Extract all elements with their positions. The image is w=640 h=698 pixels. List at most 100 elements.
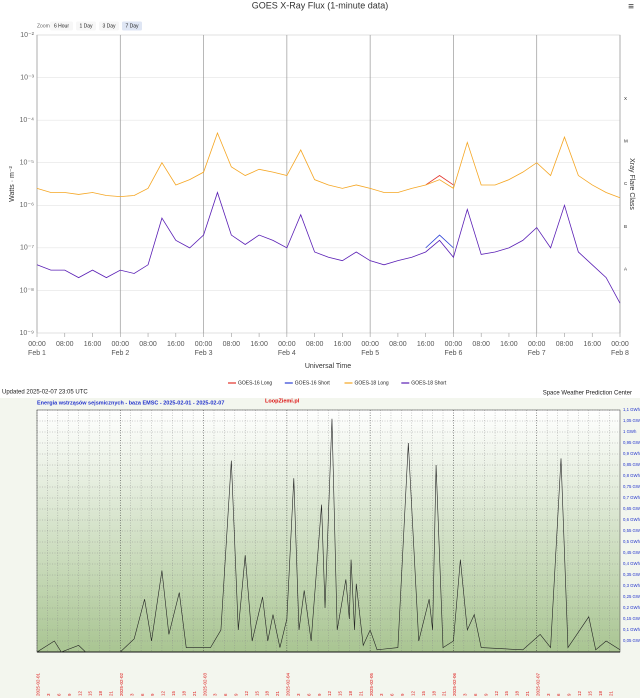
series-line xyxy=(425,234,454,249)
y-tick-label: 0,75 GWh xyxy=(623,484,640,489)
x-tick-label: 2025-02-07 xyxy=(535,672,540,696)
y-tick-label: 0,1 GWh xyxy=(623,627,640,632)
y-tick-label: 10⁻⁶ xyxy=(20,202,34,209)
zoom-button[interactable] xyxy=(99,21,119,31)
y2-axis-label: Xray Flare Class xyxy=(628,158,635,210)
x-tick-label: 2025-02-04 xyxy=(286,672,291,696)
y-tick-label: 0,6 GWh xyxy=(623,517,640,522)
zoom-button-label[interactable]: 3 Day xyxy=(102,23,116,29)
x-tick-label: 18 xyxy=(515,690,520,696)
x-tick-label: 08:00 xyxy=(389,341,407,348)
x-date-label: Feb 6 xyxy=(444,350,462,357)
flare-class-label: B xyxy=(624,224,627,229)
credit-text: Space Weather Prediction Center xyxy=(543,391,632,397)
chart-title: Energia wstrząsów sejsmicznych - baza EM… xyxy=(37,400,224,406)
x-date-label: Feb 5 xyxy=(361,350,379,357)
x-tick-label: 16:00 xyxy=(417,341,435,348)
updated-text: Updated 2025-02-07 23:05 UTC xyxy=(2,390,88,396)
x-tick-label: 08:00 xyxy=(556,341,574,348)
x-tick-label: 00:00 xyxy=(112,341,130,348)
x-tick-label: 16:00 xyxy=(84,341,102,348)
y-tick-label: 10⁻⁹ xyxy=(20,330,34,337)
x-tick-label: 2025-02-02 xyxy=(119,672,124,696)
x-tick-label: 08:00 xyxy=(56,341,74,348)
y-tick-label: 0,85 GWh xyxy=(623,462,640,467)
x-tick-label: 21 xyxy=(442,690,447,696)
y-tick-label: 10⁻⁷ xyxy=(20,245,34,252)
y-tick-label: 0,25 GWh xyxy=(623,594,640,599)
y-tick-label: 0,3 GWh xyxy=(623,583,640,588)
x-tick-label: 6 xyxy=(556,693,561,696)
x-tick-label: 12 xyxy=(327,690,332,696)
flare-class-label: M xyxy=(624,139,628,144)
y-tick-label: 10⁻³ xyxy=(20,74,34,81)
x-tick-label: 21 xyxy=(608,690,613,696)
x-tick-label: 6 xyxy=(140,693,145,696)
y-tick-label: 0,35 GWh xyxy=(623,572,640,577)
legend-label: GOES-18 Short xyxy=(411,380,447,386)
x-axis-label: Universal Time xyxy=(305,363,351,370)
x-tick-label: 6 xyxy=(57,693,62,696)
zoom-button[interactable] xyxy=(50,21,73,31)
x-tick-label: 00:00 xyxy=(611,341,629,348)
y-tick-label: 0,5 GWh xyxy=(623,539,640,544)
x-date-label: Feb 2 xyxy=(111,350,129,357)
x-tick-label: 16:00 xyxy=(167,341,185,348)
x-tick-label: 00:00 xyxy=(278,341,296,348)
x-tick-label: 08:00 xyxy=(223,341,241,348)
zoom-button[interactable] xyxy=(122,21,142,31)
y-tick-label: 10⁻⁴ xyxy=(20,117,35,124)
x-tick-label: 12 xyxy=(244,690,249,696)
x-tick-label: 15 xyxy=(504,690,509,696)
x-tick-label: 21 xyxy=(109,690,114,696)
zoom-button-label[interactable]: 1 Day xyxy=(79,23,93,29)
y-tick-label: 10⁻⁸ xyxy=(20,287,34,294)
y-tick-label: 1 GWh xyxy=(623,429,637,434)
zoom-label: Zoom xyxy=(37,23,50,29)
y-tick-label: 0,15 GWh xyxy=(623,616,640,621)
y-tick-label: 0,45 GWh xyxy=(623,550,640,555)
x-tick-label: 00:00 xyxy=(361,341,379,348)
x-tick-label: 15 xyxy=(587,690,592,696)
x-tick-label: 16:00 xyxy=(500,341,518,348)
series-line xyxy=(425,175,454,186)
zoom-button-label[interactable]: 7 Day xyxy=(125,23,139,29)
series-line xyxy=(36,418,621,653)
x-tick-label: 08:00 xyxy=(139,341,157,348)
x-tick-label: 3 xyxy=(129,693,134,696)
x-tick-label: 12 xyxy=(161,690,166,696)
zoom-button-label[interactable]: 6 Hour xyxy=(54,23,69,29)
y-tick-label: 0,8 GWh xyxy=(623,473,640,478)
y-tick-label: 1,1 GWh xyxy=(623,407,640,412)
legend-label: GOES-18 Long xyxy=(355,380,389,386)
y-axis-label: Watts · m⁻² xyxy=(9,165,16,201)
x-date-label: Feb 7 xyxy=(528,350,546,357)
zoom-button[interactable] xyxy=(76,21,96,31)
x-tick-label: 18 xyxy=(348,690,353,696)
series-line xyxy=(36,131,621,199)
x-tick-label: 2025-02-06 xyxy=(452,672,457,696)
y-tick-label: 10⁻² xyxy=(20,32,34,39)
x-tick-label: 12 xyxy=(494,690,499,696)
x-tick-label: 3 xyxy=(296,693,301,696)
x-tick-label: 18 xyxy=(598,690,603,696)
x-tick-label: 2025-02-05 xyxy=(369,672,374,696)
x-tick-label: 9 xyxy=(400,693,405,696)
flare-class-label: X xyxy=(624,96,627,101)
x-date-label: Feb 8 xyxy=(611,350,629,357)
x-date-label: Feb 1 xyxy=(28,350,46,357)
flare-class-label: C xyxy=(624,181,628,186)
y-tick-label: 10⁻⁵ xyxy=(20,160,34,167)
y-tick-label: 1,05 GWh xyxy=(623,418,640,423)
menu-button[interactable]: ≡ xyxy=(628,2,634,13)
x-tick-label: 9 xyxy=(233,693,238,696)
x-tick-label: 15 xyxy=(171,690,176,696)
y-tick-label: 0,7 GWh xyxy=(623,495,640,500)
x-tick-label: 15 xyxy=(421,690,426,696)
x-tick-label: 15 xyxy=(88,690,93,696)
x-tick-label: 00:00 xyxy=(28,341,46,348)
x-tick-label: 15 xyxy=(254,690,259,696)
x-tick-label: 16:00 xyxy=(334,341,352,348)
